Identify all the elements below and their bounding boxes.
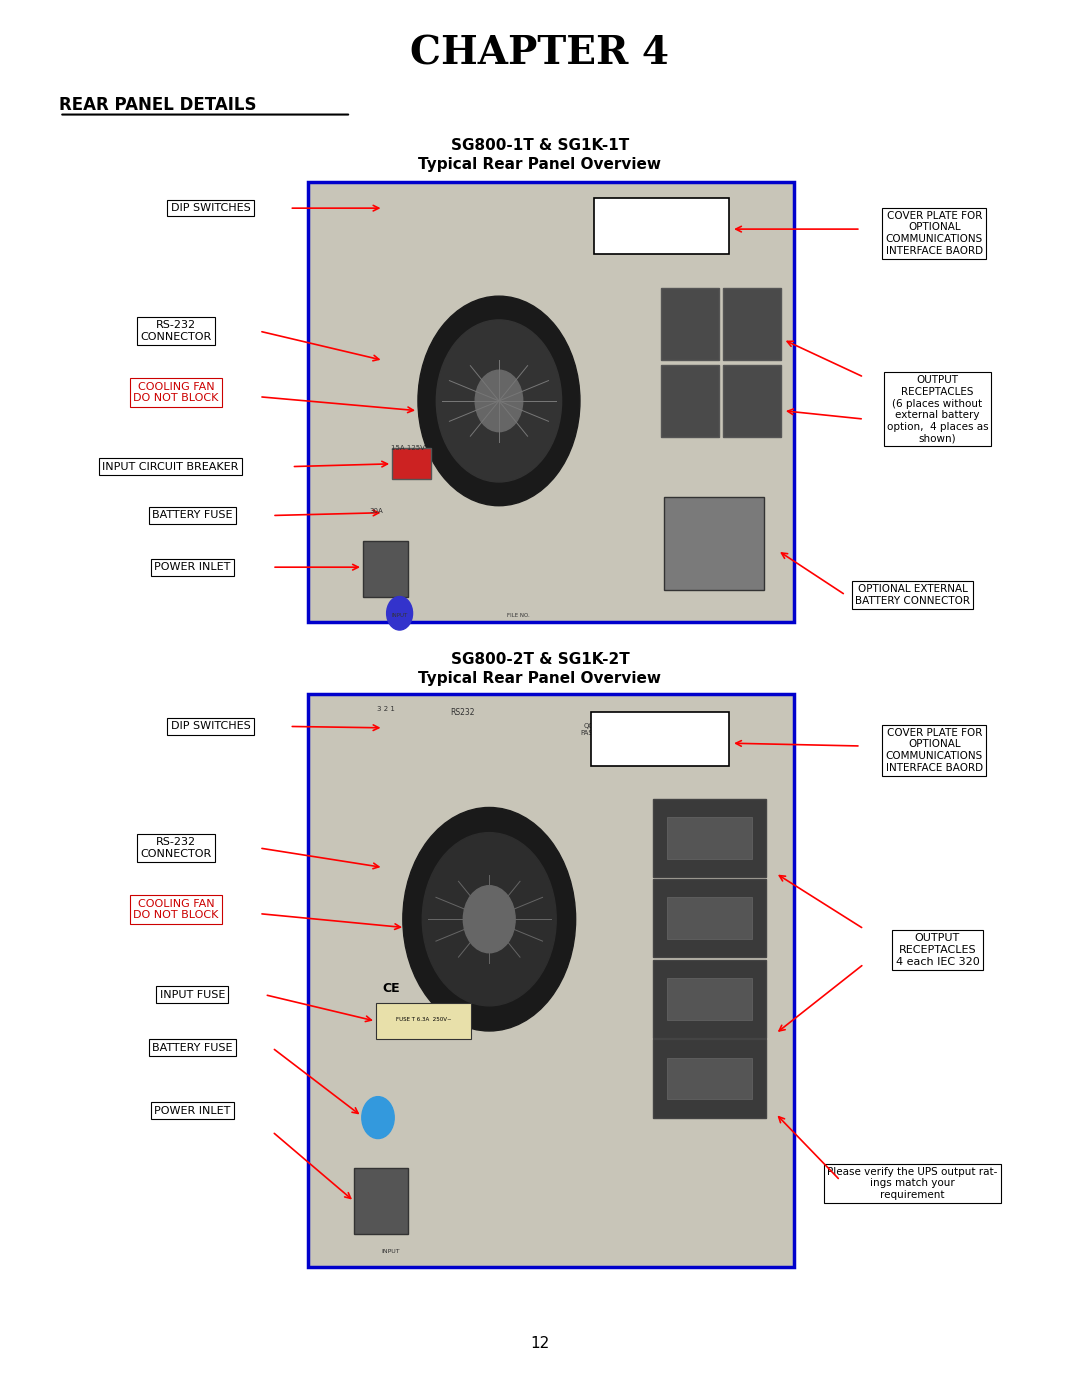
- FancyBboxPatch shape: [376, 1003, 471, 1039]
- FancyBboxPatch shape: [594, 198, 729, 254]
- FancyBboxPatch shape: [653, 1039, 766, 1118]
- FancyBboxPatch shape: [667, 978, 752, 1020]
- Text: OUTPUT
RECEPTACLES
4 each IEC 320: OUTPUT RECEPTACLES 4 each IEC 320: [895, 933, 980, 967]
- FancyBboxPatch shape: [308, 694, 794, 1267]
- Text: OUTPUT
RECEPTACLES
(6 places without
external battery
option,  4 places as
shown: OUTPUT RECEPTACLES (6 places without ext…: [887, 376, 988, 443]
- Circle shape: [387, 597, 413, 630]
- FancyBboxPatch shape: [664, 497, 764, 590]
- Text: FUSE T 6.3A  250V~: FUSE T 6.3A 250V~: [395, 1017, 451, 1023]
- Text: OPTIONAL EXTERNAL
BATTERY CONNECTOR: OPTIONAL EXTERNAL BATTERY CONNECTOR: [855, 584, 970, 606]
- Circle shape: [475, 370, 523, 432]
- Circle shape: [463, 886, 515, 953]
- Text: POWER INLET: POWER INLET: [154, 562, 230, 573]
- FancyBboxPatch shape: [308, 182, 794, 622]
- FancyBboxPatch shape: [667, 897, 752, 939]
- Text: OUTPUT: OUTPUT: [672, 339, 706, 348]
- Text: Made in Taiwan: Made in Taiwan: [629, 721, 693, 729]
- FancyBboxPatch shape: [653, 879, 766, 957]
- Text: SG800-2T & SG1K-2T: SG800-2T & SG1K-2T: [450, 652, 630, 666]
- Text: 30A: 30A: [369, 507, 382, 514]
- Text: SG800-1T & SG1K-1T: SG800-1T & SG1K-1T: [450, 138, 630, 152]
- Text: INPUT: INPUT: [381, 1249, 401, 1255]
- Text: BATTERY FUSE: BATTERY FUSE: [152, 510, 232, 521]
- Text: 12: 12: [530, 1337, 550, 1351]
- Text: COVER PLATE FOR
OPTIONAL
COMMUNICATIONS
INTERFACE BAORD: COVER PLATE FOR OPTIONAL COMMUNICATIONS …: [886, 728, 983, 773]
- Text: POWER INLET: POWER INLET: [154, 1105, 230, 1116]
- Circle shape: [362, 1097, 394, 1139]
- FancyBboxPatch shape: [653, 960, 766, 1038]
- Text: 15A 125V: 15A 125V: [391, 444, 426, 451]
- Text: INPUT FUSE: INPUT FUSE: [160, 989, 225, 1000]
- Text: REAR PANEL DETAILS: REAR PANEL DETAILS: [59, 96, 257, 113]
- Text: INPUT CIRCUIT BREAKER: INPUT CIRCUIT BREAKER: [103, 461, 239, 472]
- Text: CHAPTER 4: CHAPTER 4: [410, 34, 670, 73]
- Text: QC
PASS: QC PASS: [580, 722, 597, 736]
- FancyBboxPatch shape: [723, 365, 781, 437]
- Text: COVER PLATE FOR
OPTIONAL
COMMUNICATIONS
INTERFACE BAORD: COVER PLATE FOR OPTIONAL COMMUNICATIONS …: [886, 211, 983, 256]
- FancyBboxPatch shape: [653, 799, 766, 877]
- FancyBboxPatch shape: [667, 817, 752, 859]
- FancyBboxPatch shape: [392, 448, 431, 479]
- Text: Typical Rear Panel Overview: Typical Rear Panel Overview: [419, 158, 661, 172]
- Text: OUTPUT: OUTPUT: [661, 848, 696, 856]
- Text: Typical Rear Panel Overview: Typical Rear Panel Overview: [419, 672, 661, 686]
- Text: Made in Taiwan: Made in Taiwan: [626, 207, 691, 215]
- Text: RS-232
CONNECTOR: RS-232 CONNECTOR: [140, 837, 212, 859]
- Text: 3 2 1: 3 2 1: [377, 705, 394, 712]
- Circle shape: [436, 320, 562, 482]
- Text: COOLING FAN
DO NOT BLOCK: COOLING FAN DO NOT BLOCK: [133, 898, 219, 921]
- FancyBboxPatch shape: [363, 541, 408, 597]
- Text: RS232: RS232: [450, 708, 474, 717]
- FancyBboxPatch shape: [591, 712, 729, 766]
- FancyBboxPatch shape: [354, 1168, 408, 1234]
- FancyBboxPatch shape: [667, 1058, 752, 1099]
- Text: BATTERY FUSE: BATTERY FUSE: [152, 1042, 232, 1053]
- Text: RS-232
CONNECTOR: RS-232 CONNECTOR: [140, 320, 212, 342]
- Text: CE: CE: [382, 982, 400, 995]
- Text: DIP SWITCHES: DIP SWITCHES: [171, 203, 251, 214]
- Text: FILE NO.: FILE NO.: [507, 613, 530, 619]
- Text: COOLING FAN
DO NOT BLOCK: COOLING FAN DO NOT BLOCK: [133, 381, 219, 404]
- FancyBboxPatch shape: [661, 288, 719, 360]
- FancyBboxPatch shape: [723, 288, 781, 360]
- Circle shape: [403, 807, 576, 1031]
- Text: INPUT: INPUT: [391, 613, 408, 619]
- Circle shape: [418, 296, 580, 506]
- Circle shape: [422, 833, 556, 1006]
- Text: Please verify the UPS output rat-
ings match your
requirement: Please verify the UPS output rat- ings m…: [827, 1166, 998, 1200]
- FancyBboxPatch shape: [661, 365, 719, 437]
- Text: DIP SWITCHES: DIP SWITCHES: [171, 721, 251, 732]
